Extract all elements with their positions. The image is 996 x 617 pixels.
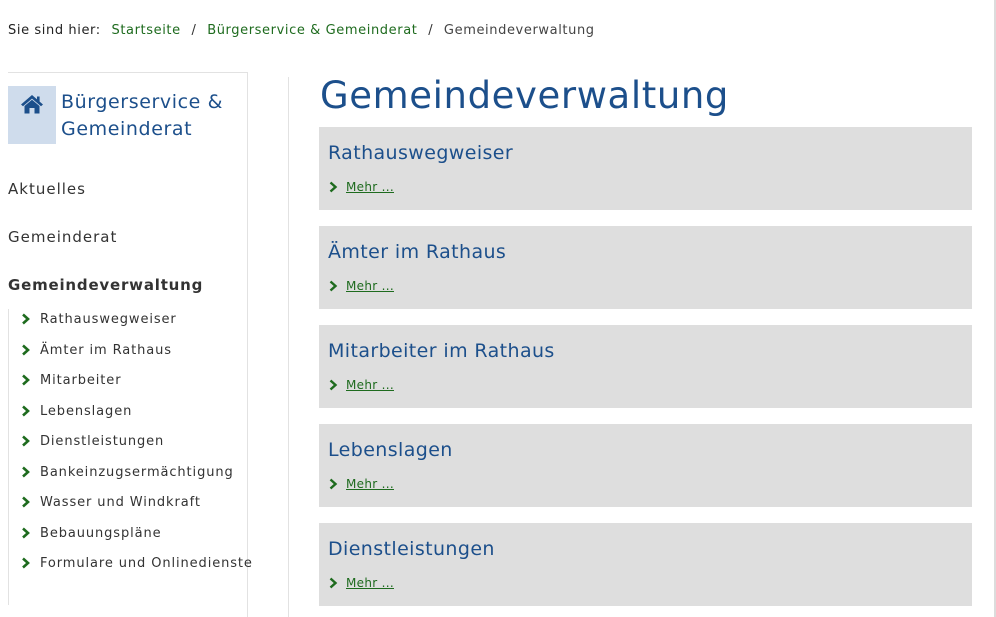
breadcrumb-current: Gemeindeverwaltung	[443, 23, 595, 38]
more-link[interactable]: Mehr ...	[329, 378, 394, 392]
sidebar-subitem[interactable]: Lebenslagen	[21, 401, 132, 421]
chevron-right-icon	[329, 181, 338, 193]
page-title: Gemeindeverwaltung	[320, 74, 730, 117]
chevron-right-icon	[21, 344, 31, 356]
more-link-label: Mehr ...	[346, 180, 394, 194]
sidebar-item-aktuelles[interactable]: Aktuelles	[8, 180, 86, 198]
more-link[interactable]: Mehr ...	[329, 279, 394, 293]
sidebar-subitem[interactable]: Ämter im Rathaus	[21, 340, 172, 360]
sidebar-item-gemeinderat[interactable]: Gemeinderat	[8, 228, 118, 246]
chevron-right-icon	[329, 379, 338, 391]
home-icon-box[interactable]	[8, 86, 56, 144]
breadcrumb: Sie sind hier: Startseite / Bürgerservic…	[8, 23, 595, 38]
more-link-label: Mehr ...	[346, 477, 394, 491]
more-link[interactable]: Mehr ...	[329, 576, 394, 590]
sidebar-subitem[interactable]: Dienstleistungen	[21, 431, 164, 451]
sidebar-subitem[interactable]: Formulare und Onlinedienste	[21, 553, 253, 573]
chevron-right-icon	[21, 313, 31, 325]
sidebar-header[interactable]: Bürgerservice & Gemeinderat	[8, 86, 248, 146]
content-card: Rathauswegweiser Mehr ...	[319, 127, 972, 210]
sidebar-subitem[interactable]: Bankeinzugsermächtigung	[21, 462, 234, 482]
more-link-label: Mehr ...	[346, 279, 394, 293]
content-card: Lebenslagen Mehr ...	[319, 424, 972, 507]
content-card: Mitarbeiter im Rathaus Mehr ...	[319, 325, 972, 408]
sidebar-subitem[interactable]: Rathauswegweiser	[21, 309, 177, 329]
card-title[interactable]: Dienstleistungen	[328, 538, 495, 560]
breadcrumb-separator: /	[191, 23, 197, 38]
sidebar-subitem-label: Bebauungspläne	[40, 525, 162, 541]
more-link-label: Mehr ...	[346, 576, 394, 590]
card-title[interactable]: Ämter im Rathaus	[328, 241, 507, 263]
sidebar-subitem-label: Rathauswegweiser	[40, 311, 177, 327]
breadcrumb-link-startseite[interactable]: Startseite	[111, 23, 181, 38]
chevron-right-icon	[329, 280, 338, 292]
chevron-right-icon	[21, 405, 31, 417]
sidebar: Bürgerservice & Gemeinderat Aktuelles Ge…	[8, 72, 252, 617]
sidebar-subitem-label: Dienstleistungen	[40, 433, 165, 449]
card-title[interactable]: Mitarbeiter im Rathaus	[328, 340, 555, 362]
home-icon	[20, 94, 44, 118]
sidebar-subitem-label: Ämter im Rathaus	[40, 342, 172, 358]
sidebar-subitem-label: Mitarbeiter	[40, 372, 122, 388]
content-divider	[288, 77, 289, 617]
breadcrumb-separator: /	[428, 23, 434, 38]
sidebar-subitem[interactable]: Bebauungspläne	[21, 523, 162, 543]
sidebar-subitem-label: Bankeinzugsermächtigung	[40, 464, 234, 480]
chevron-right-icon	[21, 435, 31, 447]
sidebar-item-gemeindeverwaltung[interactable]: Gemeindeverwaltung	[8, 276, 204, 294]
more-link[interactable]: Mehr ...	[329, 477, 394, 491]
chevron-right-icon	[21, 527, 31, 539]
breadcrumb-link-buergerservice[interactable]: Bürgerservice & Gemeinderat	[207, 23, 418, 38]
breadcrumb-lead: Sie sind hier:	[8, 23, 101, 38]
content-card: Dienstleistungen Mehr ...	[319, 523, 972, 606]
chevron-right-icon	[21, 557, 31, 569]
sidebar-subitem-label: Formulare und Onlinedienste	[40, 555, 253, 571]
chevron-right-icon	[329, 478, 338, 490]
card-title[interactable]: Rathauswegweiser	[328, 142, 514, 164]
more-link-label: Mehr ...	[346, 378, 394, 392]
scrollbar[interactable]	[994, 0, 996, 617]
sidebar-title[interactable]: Bürgerservice & Gemeinderat	[61, 91, 224, 140]
chevron-right-icon	[329, 577, 338, 589]
sidebar-subitem[interactable]: Mitarbeiter	[21, 370, 121, 390]
card-title[interactable]: Lebenslagen	[328, 439, 453, 461]
chevron-right-icon	[21, 496, 31, 508]
chevron-right-icon	[21, 374, 31, 386]
sidebar-subnav: Rathauswegweiser Ämter im Rathaus Mitarbei…	[8, 309, 252, 605]
sidebar-subitem[interactable]: Wasser und Windkraft	[21, 492, 201, 512]
content-card: Ämter im Rathaus Mehr ...	[319, 226, 972, 309]
chevron-right-icon	[21, 466, 31, 478]
sidebar-subitem-label: Lebenslagen	[40, 403, 133, 419]
more-link[interactable]: Mehr ...	[329, 180, 394, 194]
sidebar-subitem-label: Wasser und Windkraft	[40, 494, 201, 510]
